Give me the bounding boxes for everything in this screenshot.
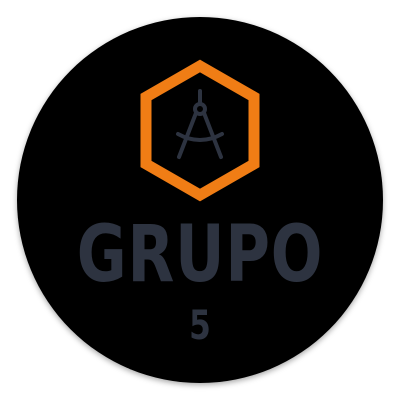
compass-icon	[176, 89, 224, 159]
hexagon-outline	[140, 59, 260, 202]
group-title: GRUPO	[76, 210, 324, 300]
group-number: 5	[189, 303, 211, 349]
